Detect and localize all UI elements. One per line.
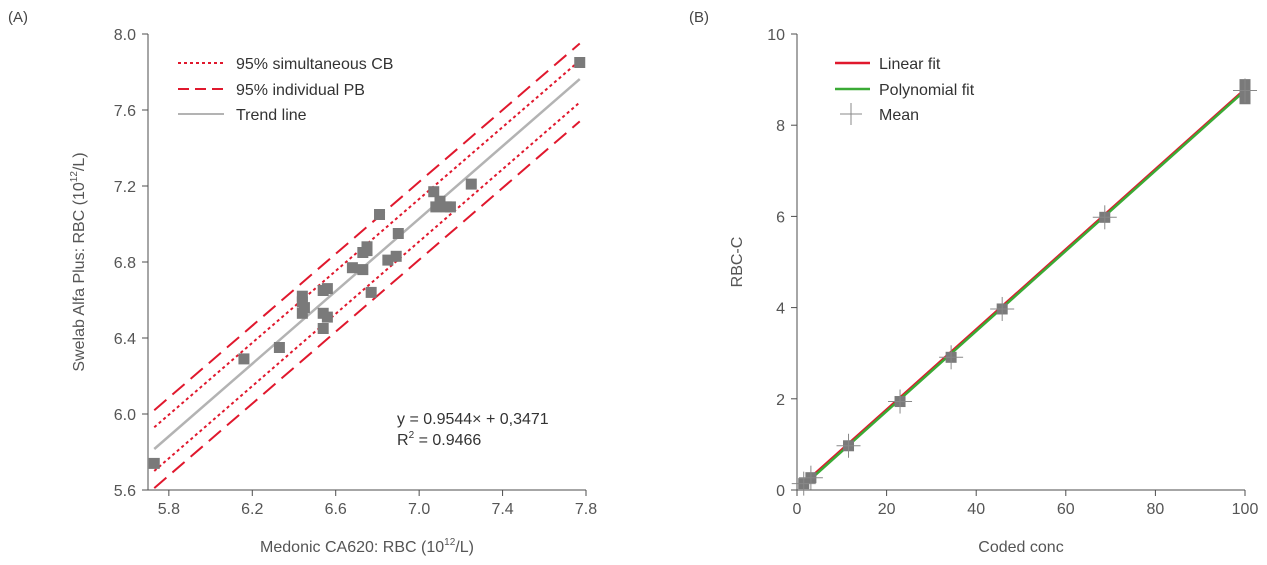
y-tick-label: 7.6 [114,103,136,120]
data-point [390,250,402,262]
data-point [392,228,404,239]
chart-a: (A) 5.8 6.2 6.6 7.0 7.4 7.8 5.6 6.0 6.4 6.8 7.2 7.… [8,9,597,556]
data-point [346,262,358,274]
fit-lines [802,88,1246,487]
y-tick-label: 6.8 [114,255,136,272]
chart-b: (B) 0 20 40 60 80 100 0 2 4 6 8 10 Coded conc RBC-… [680,0,1267,565]
mean-marker [836,433,861,458]
x-tick-label: 6.2 [241,501,263,518]
bands [153,42,581,489]
data-point [296,296,308,308]
x-tick-label: 80 [1147,501,1165,518]
data-point [382,254,394,266]
y-tick-label: 2 [776,392,785,409]
data-point [321,311,333,323]
mean-marker [1233,78,1257,103]
y-tick-label: 8 [776,118,785,135]
data-point [444,201,456,213]
x-tick-label: 7.8 [575,501,597,518]
data-point [434,195,446,207]
y-tick-label: 6.0 [114,407,136,424]
y-tick-label: 6.4 [114,331,136,348]
legend-label-trend: Trend line [236,107,307,124]
x-tick-label: 20 [878,501,896,518]
legend-label-conf: 95% simultaneous CB [236,56,393,73]
legend: 95% simultaneous CB 95% individual PB Tr… [178,56,393,124]
data-point [317,323,329,334]
legend-label-mean: Mean [879,107,919,124]
mean-marker [798,465,823,490]
data-point [238,353,250,365]
data-point [574,57,586,68]
legend: Linear fit Polynomial fit Mean [835,56,975,125]
panel-label-a: (A) [8,9,28,26]
x-tick-label: 60 [1057,501,1075,518]
panel-label-b: (B) [689,9,709,26]
y-ticks: 0 2 4 6 8 10 [767,27,797,500]
mean-marker [1092,205,1117,230]
regression-equation: y = 0.9544× + 0,3471 [397,411,549,428]
y-tick-label: 6 [776,209,785,226]
legend-label-pred: 95% individual PB [236,82,365,99]
data-point [273,342,285,353]
x-ticks: 0 20 40 60 80 100 [793,490,1259,518]
line-plot-b: (B) 0 20 40 60 80 100 0 2 4 6 8 10 Coded conc RBC-… [689,9,1259,556]
data-point [321,283,333,295]
legend-swatch-mean [840,103,862,125]
data-point [296,307,308,319]
data-point [430,201,442,213]
data-point [374,209,386,220]
data-point [148,457,160,469]
confidence-band-lower [153,101,581,472]
x-axis-title: Medonic CA620: RBC (1012/L) [260,537,474,556]
x-axis-title: Coded conc [978,539,1063,556]
data-point [428,186,440,198]
data-point [298,302,310,314]
mean-marker [990,296,1015,321]
y-tick-label: 0 [776,483,785,500]
data-point [365,286,377,298]
y-tick-label: 8.0 [114,27,136,44]
data-points [148,57,586,469]
prediction-band-lower [153,120,581,489]
y-axis-title: Swelab Alfa Plus: RBC (1012/L) [69,152,88,371]
confidence-band-upper [153,59,581,429]
series-line-polynomial-fit [802,89,1246,487]
data-point [357,264,369,276]
trend-line [153,78,581,450]
x-tick-label: 5.8 [158,501,180,518]
mean-marker [939,345,964,370]
y-tick-label: 7.2 [114,179,136,196]
y-tick-label: 10 [767,27,785,44]
prediction-band-upper [153,42,581,411]
x-tick-label: 7.4 [491,501,513,518]
data-point [296,290,308,302]
x-tick-label: 100 [1232,501,1259,518]
x-tick-label: 6.6 [325,501,347,518]
y-tick-label: 4 [776,301,785,318]
y-ticks: 5.6 6.0 6.4 6.8 7.2 7.6 8.0 [114,27,148,500]
mean-marker [791,471,816,496]
legend-label-linear: Linear fit [879,56,941,73]
legend-label-poly: Polynomial fit [879,82,975,99]
y-axis-title: RBC-C [729,237,746,288]
x-tick-label: 40 [967,501,985,518]
data-point [465,178,477,190]
y-tick-label: 5.6 [114,483,136,500]
scatter-plot-a: (A) 5.8 6.2 6.6 7.0 7.4 7.8 5.6 6.0 6.4 6.8 7.2 7.… [8,9,597,556]
x-ticks: 5.8 6.2 6.6 7.0 7.4 7.8 [158,490,597,518]
data-point [361,245,373,257]
regression-annotation: y = 0.9544× + 0,3471 R2 = 0.9466 [397,411,549,449]
mean-markers [791,78,1257,496]
x-tick-label: 0 [793,501,802,518]
x-tick-label: 7.0 [408,501,430,518]
mean-marker [888,389,913,414]
r-squared: R2 = 0.9466 [397,430,481,449]
